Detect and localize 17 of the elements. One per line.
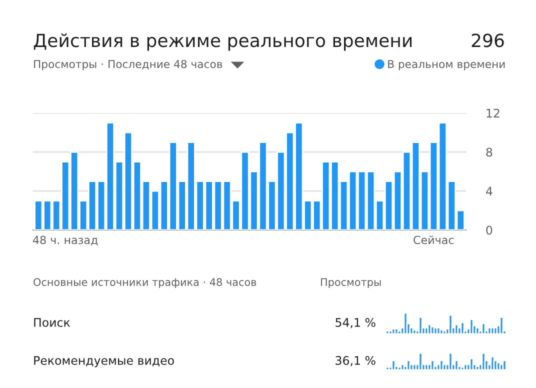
chart-subtitle: Просмотры · Последние 48 часов	[34, 60, 222, 70]
chart-title: Действия в режиме реального времени	[34, 33, 412, 51]
text: Просмотры	[321, 278, 381, 288]
x-tick-label: 48 ч. назад	[33, 236, 98, 246]
x-tick-label: Сейчас	[414, 236, 454, 244]
text: Основные источники трафика · 48 часов	[34, 278, 256, 288]
text: Поиск	[34, 318, 70, 327]
bar	[502, 360, 506, 370]
text: 54,1 %	[336, 318, 376, 328]
text: 296	[472, 34, 504, 48]
text: 36,1 %	[336, 356, 376, 366]
legend-label: В реальном времени	[388, 60, 505, 70]
y-tick-label: 4	[486, 186, 492, 196]
y-tick-label: 0	[486, 226, 492, 235]
y-tick-label: 12	[486, 108, 500, 118]
y-tick-label: 8	[486, 148, 492, 157]
text: Рекомендуемые видео	[34, 356, 174, 368]
